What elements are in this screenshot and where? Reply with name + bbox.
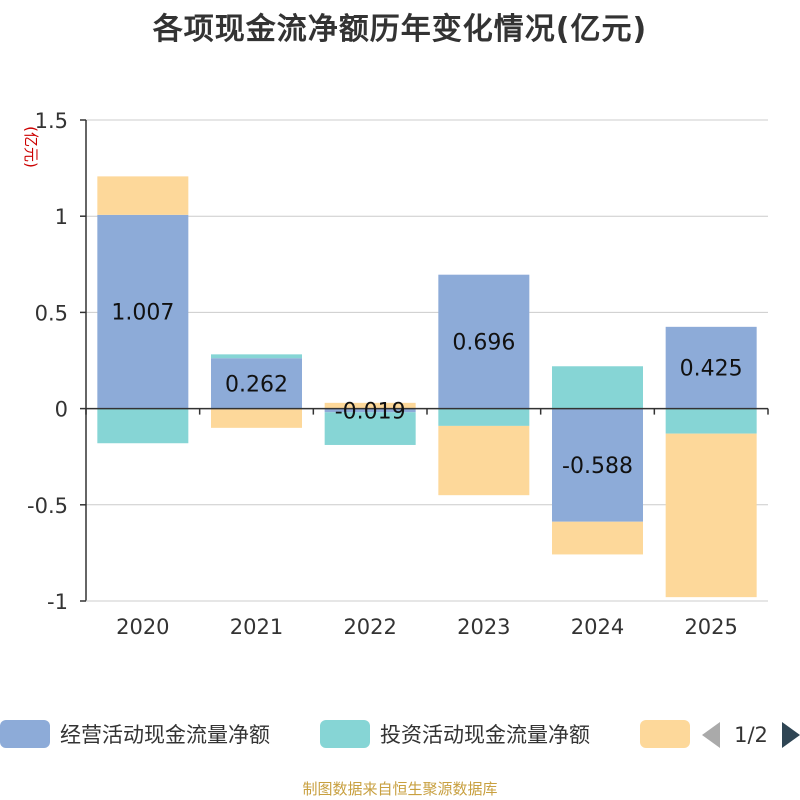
bar-2022-series-1[interactable] bbox=[324, 408, 416, 413]
x-tick-label: 2021 bbox=[230, 615, 283, 639]
bar-2022-series-2[interactable] bbox=[324, 412, 416, 445]
bar-2023-series-3[interactable] bbox=[438, 425, 530, 496]
bar-2025-series-2[interactable] bbox=[665, 408, 757, 434]
bar-2024-series-3[interactable] bbox=[552, 521, 643, 555]
x-tick-label: 2023 bbox=[457, 615, 510, 639]
bar-2025-series-1[interactable] bbox=[665, 326, 757, 409]
y-tick-label: -0.5 bbox=[27, 494, 68, 518]
y-tick-label: 0.5 bbox=[35, 301, 68, 325]
bar-2024-series-1[interactable] bbox=[552, 408, 643, 522]
bar-2020-series-3[interactable] bbox=[97, 176, 189, 215]
y-tick-label: 1.5 bbox=[35, 109, 68, 133]
y-axis-label: (亿元) bbox=[22, 126, 40, 168]
bar-2023-series-1[interactable] bbox=[438, 274, 530, 409]
legend-label-2[interactable]: 投资活动现金流量净额 bbox=[380, 723, 590, 747]
bar-2023-series-2[interactable] bbox=[438, 408, 530, 426]
legend-prev-icon[interactable] bbox=[702, 722, 720, 748]
bar-2021-series-3[interactable] bbox=[211, 408, 302, 428]
bar-2022-series-3[interactable] bbox=[324, 402, 416, 409]
data-label-2022: -0.019 bbox=[335, 399, 406, 424]
data-label-2024: -0.588 bbox=[562, 454, 633, 479]
bar-2024-series-2[interactable] bbox=[552, 366, 643, 409]
data-label-2021: 0.262 bbox=[225, 372, 288, 397]
bar-2025-series-3[interactable] bbox=[665, 433, 757, 598]
y-tick-label: -1 bbox=[47, 590, 68, 614]
legend-swatch-2[interactable] bbox=[320, 720, 370, 748]
chart-title: 各项现金流净额历年变化情况(亿元) bbox=[152, 12, 648, 47]
legend-page-indicator: 1/2 bbox=[734, 723, 768, 747]
legend-swatch-3[interactable] bbox=[640, 720, 690, 748]
x-tick-label: 2022 bbox=[343, 615, 396, 639]
y-tick-label: 1 bbox=[55, 205, 68, 229]
bar-2021-series-2[interactable] bbox=[211, 354, 302, 359]
bar-2020-series-1[interactable] bbox=[97, 214, 189, 409]
x-tick-label: 2020 bbox=[116, 615, 169, 639]
legend-next-icon[interactable] bbox=[782, 722, 800, 748]
data-source-note: 制图数据来自恒生聚源数据库 bbox=[302, 780, 498, 798]
y-tick-label: 0 bbox=[55, 398, 68, 422]
data-label-2020: 1.007 bbox=[111, 301, 174, 326]
legend-swatch-1[interactable] bbox=[0, 720, 50, 748]
data-label-2025: 0.425 bbox=[680, 357, 743, 382]
bar-2020-series-2[interactable] bbox=[97, 408, 189, 444]
x-tick-label: 2025 bbox=[684, 615, 737, 639]
bar-2021-series-1[interactable] bbox=[211, 358, 302, 409]
legend-label-1[interactable]: 经营活动现金流量净额 bbox=[60, 723, 270, 747]
x-tick-label: 2024 bbox=[571, 615, 624, 639]
data-label-2023: 0.696 bbox=[452, 331, 515, 356]
